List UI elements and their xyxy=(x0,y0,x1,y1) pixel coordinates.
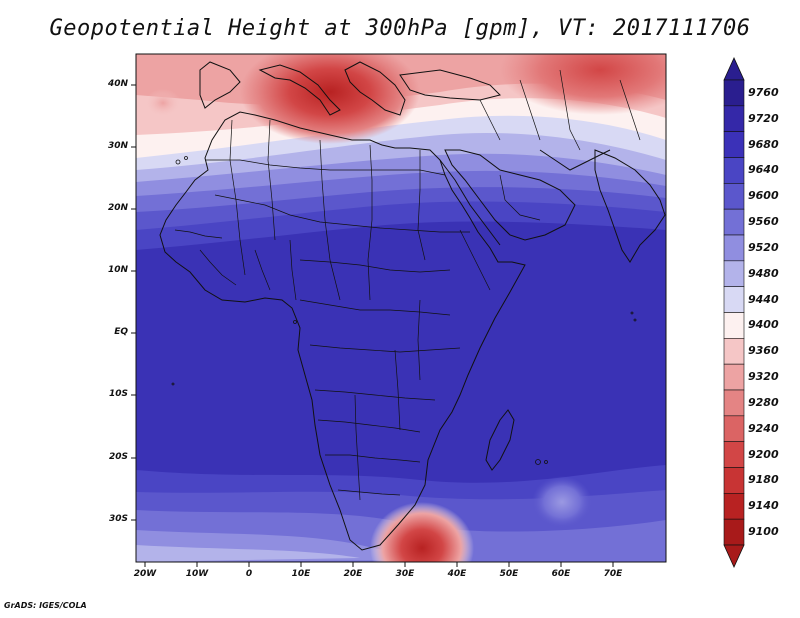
coastlines xyxy=(159,61,666,551)
map-frame xyxy=(135,53,667,563)
country-borders xyxy=(174,69,641,501)
lon-label: 10E xyxy=(291,569,311,579)
colorbar-level-label: 9100 xyxy=(748,525,779,539)
lon-label: 50E xyxy=(499,569,519,579)
colorbar-swatch xyxy=(723,312,745,339)
colorbar-swatch xyxy=(723,260,745,287)
colorbar-swatch xyxy=(723,183,745,210)
colorbar-swatch xyxy=(723,157,745,184)
colorbar-level-label: 9240 xyxy=(748,421,779,435)
colorbar-swatch xyxy=(723,105,745,132)
colorbar-level-label: 9140 xyxy=(748,499,779,513)
colorbar-swatch xyxy=(723,518,745,546)
lon-label: 10W xyxy=(185,569,209,579)
colorbar-level-label: 9680 xyxy=(748,137,779,151)
lat-label: 40N xyxy=(107,79,128,89)
colorbar-swatch xyxy=(723,286,745,313)
colorbar-level-label: 9760 xyxy=(748,85,779,99)
lat-label: 10N xyxy=(107,265,128,275)
colorbar-level-label: 9720 xyxy=(748,111,779,125)
colorbar-level-label: 9360 xyxy=(748,344,779,358)
lon-label: 20E xyxy=(343,569,363,579)
colorbar-level-label: 9480 xyxy=(748,266,779,280)
colorbar-level-label: 9640 xyxy=(748,163,779,177)
colorbar-level-label: 9320 xyxy=(748,370,779,384)
colorbar-swatch xyxy=(723,79,745,107)
colorbar-swatch xyxy=(723,441,745,468)
colorbar-swatch xyxy=(723,338,745,365)
colorbar-level-label: 9180 xyxy=(748,473,779,487)
colorbar-level-label: 9400 xyxy=(748,318,779,332)
colorbar-swatch xyxy=(723,467,745,494)
lat-label: 30N xyxy=(107,141,128,151)
footer-credit: GrADS: IGES/COLA xyxy=(4,601,87,610)
colorbar-arrow-bottom xyxy=(723,544,745,568)
page-title: Geopotential Height at 300hPa [gpm], VT:… xyxy=(49,16,751,41)
lon-label: 40E xyxy=(447,569,467,579)
lat-label: 20S xyxy=(108,452,128,462)
lon-label: 60E xyxy=(551,569,571,579)
colorbar-level-label: 9520 xyxy=(748,240,779,254)
lon-label: 20W xyxy=(133,569,157,579)
colorbar-arrow-top xyxy=(723,57,745,81)
lat-label: 20N xyxy=(107,203,128,213)
colorbar-level-label: 9280 xyxy=(748,395,779,409)
islands xyxy=(171,156,637,465)
colorbar-level-label: 9560 xyxy=(748,215,779,229)
colorbar-swatch xyxy=(723,208,745,236)
axis-ticks xyxy=(131,84,614,567)
colorbar-swatch xyxy=(723,389,745,417)
colorbar-swatch xyxy=(723,363,745,391)
lon-label: 0 xyxy=(245,569,253,579)
colorbar-swatch xyxy=(723,234,745,262)
lat-label: EQ xyxy=(114,327,128,337)
colorbar-swatch xyxy=(723,493,745,520)
colorbar-level-label: 9600 xyxy=(748,189,779,203)
colorbar-level-label: 9440 xyxy=(748,292,779,306)
colorbar-swatch xyxy=(723,131,745,158)
colorbar-level-label: 9200 xyxy=(748,447,779,461)
lat-label: 10S xyxy=(108,389,128,399)
lat-label: 30S xyxy=(108,514,128,524)
colorbar-swatch xyxy=(723,415,745,442)
lon-label: 70E xyxy=(603,569,623,579)
lon-label: 30E xyxy=(395,569,415,579)
